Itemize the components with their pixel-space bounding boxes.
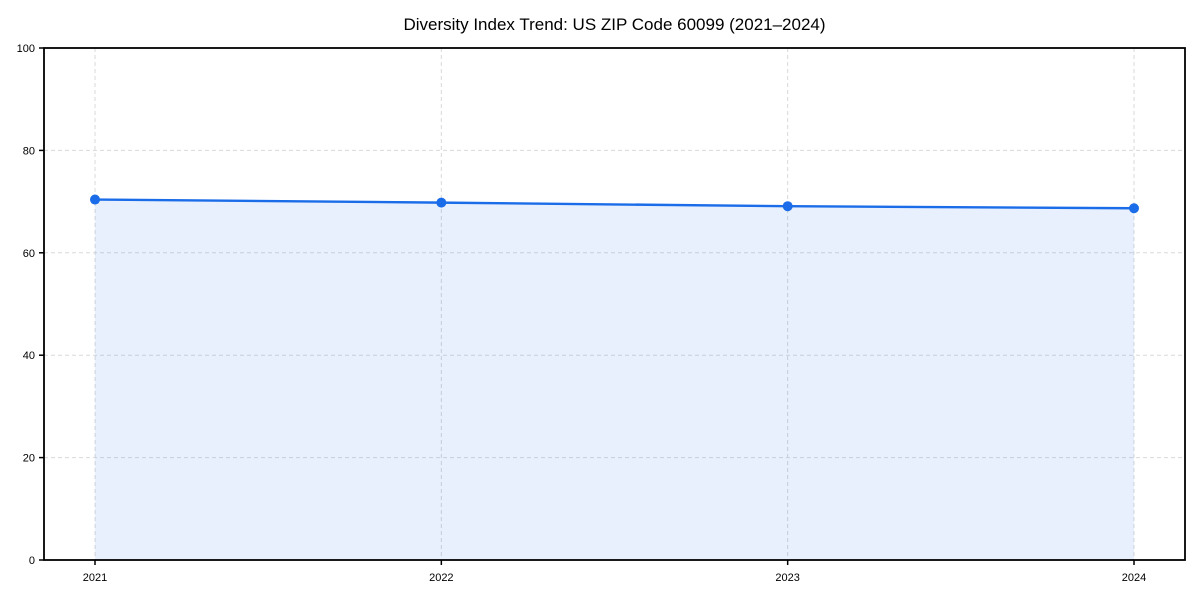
x-tick-label-2022: 2022: [429, 572, 453, 584]
x-tick-label-2024: 2024: [1122, 572, 1146, 584]
data-points-layer: [90, 194, 1139, 214]
area-fill-layer: [95, 199, 1134, 560]
y-tick-label-80: 80: [23, 145, 35, 157]
y-tick-label-60: 60: [23, 248, 35, 260]
y-tick-label-40: 40: [23, 350, 35, 362]
data-point-2023: [782, 201, 793, 212]
data-point-2024: [1129, 203, 1139, 214]
x-tick-label-2023: 2023: [775, 572, 799, 584]
data-point-2022: [436, 197, 447, 208]
chart-title: Diversity Index Trend: US ZIP Code 60099…: [403, 15, 825, 34]
axes-layer: [39, 47, 1186, 565]
area-fill: [95, 199, 1134, 560]
y-tick-label-0: 0: [29, 555, 35, 567]
trend-line-layer: [93, 198, 1136, 210]
trend-line: [93, 198, 1136, 210]
gridlines: [44, 48, 1185, 560]
data-point-2021: [90, 194, 100, 205]
x-tick-label-2021: 2021: [83, 572, 107, 584]
y-tick-label-20: 20: [23, 453, 35, 465]
tick-labels-layer: 0 20 40 60 80 100 2021 2022 2023 2024: [17, 43, 1147, 584]
y-tick-label-100: 100: [17, 43, 35, 55]
plot-border: [43, 47, 1186, 561]
